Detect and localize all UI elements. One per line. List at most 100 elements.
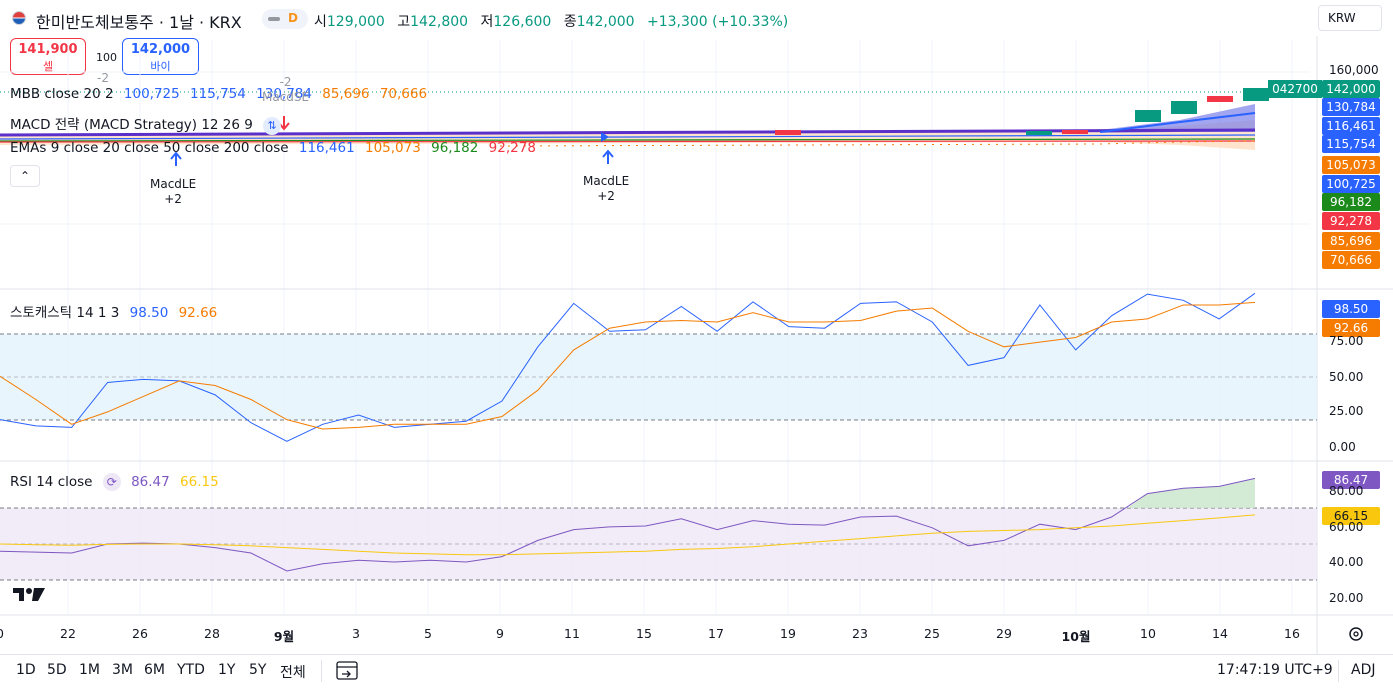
- mbb-value-basis: 100,725: [123, 86, 180, 102]
- macd-le-2-qty: +2: [597, 189, 615, 203]
- ema-20-value: 105,073: [365, 140, 421, 156]
- stoch-tick-0: 0.00: [1329, 440, 1356, 454]
- macd-label: MACD 전략 (MACD Strategy) 12 26 9: [10, 117, 253, 133]
- range-3m[interactable]: 3M: [112, 662, 133, 678]
- mbb-value-upper: 130,784: [256, 86, 312, 102]
- macd-le-annotation-2: MacdLE +2: [583, 174, 629, 204]
- time-tick: 25: [924, 626, 940, 641]
- time-tick: 28: [204, 626, 220, 641]
- macd-le-2-text: MacdLE: [583, 174, 630, 188]
- time-tick: 22: [60, 626, 76, 641]
- price-axis-160000: 160,000: [1329, 63, 1379, 77]
- price-tag-ema200: 92,278: [1322, 212, 1380, 230]
- price-tag-ema9: 116,461: [1322, 117, 1380, 135]
- rsi-tick-40: 40.00: [1329, 555, 1364, 569]
- time-tick: 17: [708, 626, 724, 641]
- range-1m[interactable]: 1M: [79, 662, 100, 678]
- bottom-toolbar: [0, 654, 1393, 688]
- emas-legend[interactable]: EMAs 9 close 20 close 50 close 200 close…: [10, 140, 536, 156]
- market-status-icon: [268, 17, 280, 21]
- price-candles: [775, 88, 1269, 135]
- stoch-k-value: 98.50: [129, 305, 169, 321]
- stoch-tag-k: 98.50: [1322, 300, 1380, 318]
- close-value: 142,000: [576, 14, 635, 30]
- macd-strategy-legend[interactable]: MACD 전략 (MACD Strategy) 12 26 9 ⇅: [10, 113, 282, 135]
- price-bands: [0, 104, 1256, 150]
- spread-value: 100: [96, 51, 117, 64]
- price-tag-mbb-4: 85,696: [1322, 232, 1380, 250]
- sell-price: 141,900: [18, 42, 78, 57]
- range-1y[interactable]: 1Y: [218, 662, 236, 678]
- range-6m[interactable]: 6M: [144, 662, 165, 678]
- tradingview-logo[interactable]: [12, 586, 46, 607]
- buy-button[interactable]: 142,000 바이: [122, 38, 199, 75]
- mbb-value-2: 115,754: [190, 86, 246, 102]
- price-tag-ema50: 96,182: [1322, 193, 1380, 211]
- range-1d[interactable]: 1D: [16, 662, 36, 678]
- time-tick: 15: [636, 626, 652, 641]
- price-tag-mbb-2: 115,754: [1322, 135, 1380, 153]
- sell-button[interactable]: 141,900 셀: [10, 38, 86, 75]
- rsi-tick-60: 60.00: [1329, 520, 1364, 534]
- range-5d[interactable]: 5D: [47, 662, 67, 678]
- time-tick-month: 9월: [273, 629, 295, 644]
- price-tag-mbb-basis: 100,725: [1322, 175, 1380, 193]
- macd-left-qty: -2: [97, 71, 109, 85]
- currency-select[interactable]: KRW: [1318, 5, 1382, 31]
- adjust-button[interactable]: ADJ: [1351, 662, 1376, 678]
- collapse-legend-button[interactable]: ⌃: [10, 165, 40, 187]
- stoch-legend[interactable]: 스토캐스틱 14 1 3 98.50 92.66: [10, 301, 217, 321]
- buy-label: 바이: [150, 60, 171, 73]
- rsi-ma-tag: 66.15: [1322, 507, 1380, 525]
- time-tick-month: 10월: [1061, 629, 1091, 644]
- price-tag-mbb-upper: 130,784: [1322, 98, 1380, 116]
- time-tick: 0: [0, 626, 4, 641]
- symbol-title[interactable]: 한미반도체보통주 · 1날 · KRX: [36, 13, 242, 32]
- strategy-report-icon[interactable]: ⇅: [263, 117, 282, 135]
- time-tick: 19: [780, 626, 796, 641]
- ema-50-value: 96,182: [431, 140, 479, 156]
- stoch-tick-25: 25.00: [1329, 404, 1364, 418]
- low-label: 저: [480, 14, 494, 30]
- mbb-legend[interactable]: MBB close 20 2 100,725 115,754 130,784 8…: [10, 86, 427, 102]
- range-ytd[interactable]: YTD: [177, 662, 205, 678]
- open-value: 129,000: [326, 14, 385, 30]
- high-label: 고: [397, 14, 411, 30]
- change-value: +13,300 (+10.33%): [647, 14, 789, 30]
- time-tick: 10: [1140, 626, 1156, 641]
- time-tick: 26: [132, 626, 148, 641]
- close-label: 종: [563, 14, 577, 30]
- symbol-logo-icon: [12, 11, 26, 25]
- stoch-d-value: 92.66: [178, 305, 218, 321]
- tradingview-logo-icon: [13, 588, 45, 601]
- settings-gear-icon: [1349, 627, 1363, 641]
- rsi-legend[interactable]: RSI 14 close ⟳ 86.47 66.15: [10, 473, 219, 491]
- go-to-date-icon: [336, 661, 358, 680]
- stoch-d-line: [0, 301, 1256, 430]
- stoch-label: 스토캐스틱 14 1 3: [10, 305, 120, 321]
- time-tick: 16: [1284, 626, 1300, 641]
- mbb-value-lower: 70,666: [379, 86, 428, 102]
- range-all[interactable]: 전체: [280, 665, 306, 681]
- rsi-label: RSI 14 close: [10, 474, 93, 490]
- price-tag-ema20: 105,073: [1322, 156, 1380, 174]
- price-tag-mbb-lower: 70,666: [1322, 251, 1380, 269]
- rsi-tick-20: 20.00: [1329, 591, 1364, 605]
- time-tick: 23: [852, 626, 868, 641]
- data-status-pill[interactable]: D: [262, 9, 308, 29]
- clock-timezone[interactable]: 17:47:19 UTC+9: [1217, 662, 1333, 678]
- range-5y[interactable]: 5Y: [249, 662, 267, 678]
- macd-se-qty: -2: [279, 75, 292, 89]
- refresh-icon[interactable]: ⟳: [102, 473, 121, 491]
- open-label: 시: [314, 14, 327, 30]
- mbb-value-4: 85,696: [322, 86, 370, 102]
- stoch-pane: [0, 292, 1317, 442]
- ema-9-value: 116,461: [298, 140, 355, 156]
- time-tick: 11: [564, 626, 580, 641]
- stoch-tick-75: 75.00: [1329, 334, 1364, 348]
- time-tick: 9: [496, 626, 504, 641]
- macd-se-annotation: -2 MacdSE: [262, 75, 309, 105]
- low-value: 126,600: [493, 14, 552, 30]
- stoch-tick-50: 50.00: [1329, 370, 1364, 384]
